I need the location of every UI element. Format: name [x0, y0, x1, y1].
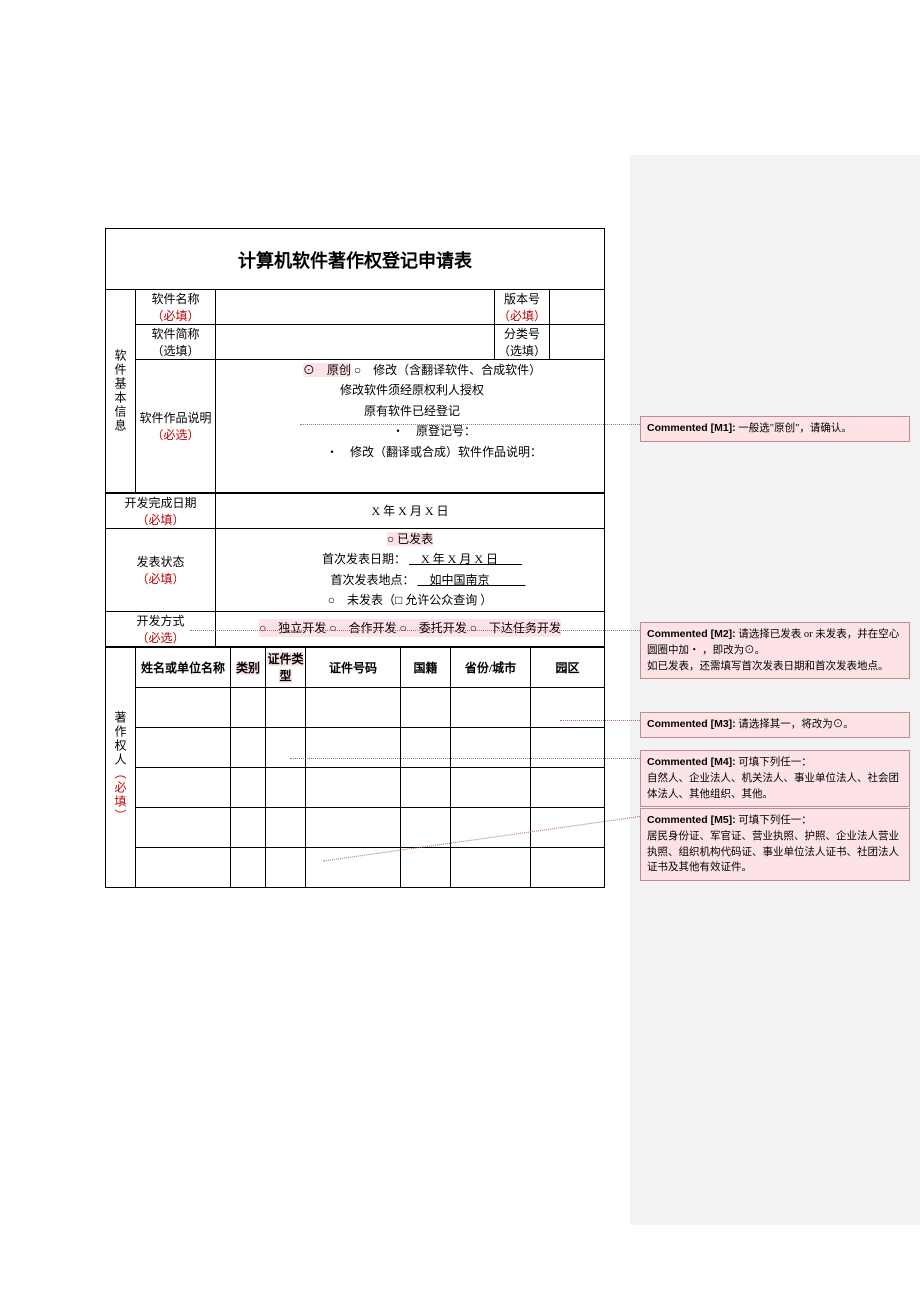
radio-assigned[interactable]: ○ 下达任务开发	[470, 621, 561, 635]
comment-m5: Commented [M5]: 可填下列任一： 居民身份证、军官证、营业执照、护…	[640, 808, 910, 881]
label-software-name: 软件名称 （必填）	[136, 290, 216, 325]
table-row	[106, 847, 605, 887]
form-page: 计算机软件著作权登记申请表 软件基本信息 软件名称 （必填） 版本号 （必填） …	[105, 228, 605, 888]
th-province: 省份/城市	[451, 647, 531, 687]
input-version[interactable]	[550, 290, 605, 325]
connector-m1	[300, 424, 640, 425]
table-row	[106, 687, 605, 727]
connector-m2	[190, 630, 640, 631]
label-software-abbr: 软件简称 （选填）	[136, 325, 216, 360]
radio-commissioned[interactable]: ○ 委托开发	[400, 621, 467, 635]
text-auth-required: 修改软件须经原权利人授权	[220, 380, 604, 400]
th-id-type: 证件类型	[266, 647, 306, 687]
section-copyright-owner: 著作权人（必填） 姓名或单位名称 类别 证件类型 证件号码 国籍 省份/城市 园…	[105, 647, 605, 888]
comment-m3: Commented [M3]: 请选择其一，将改为⊙。	[640, 712, 910, 738]
cell-pub-status: ○ 已发表 首次发表日期： X 年 X 月 X 日 首次发表地点： 如中国南京 …	[216, 528, 605, 611]
radio-published[interactable]: ○ 已发表	[387, 532, 433, 546]
input-software-name[interactable]	[216, 290, 495, 325]
label-pub-status: 发表状态 （必填）	[106, 528, 216, 611]
th-id-no: 证件号码	[306, 647, 401, 687]
radio-unpublished[interactable]: ○ 未发表（□ 允许公众查询 ）	[216, 590, 604, 610]
cell-dev-mode: ○ 独立开发 ○ 合作开发 ○ 委托开发 ○ 下达任务开发	[216, 611, 605, 646]
section-dev-publish: 开发完成日期 （必填） X 年 X 月 X 日 发表状态 （必填） ○ 已发表 …	[105, 493, 605, 647]
label-dev-mode: 开发方式 （必选）	[106, 611, 216, 646]
label-category-no: 分类号 （选填）	[495, 325, 550, 360]
th-name: 姓名或单位名称	[136, 647, 231, 687]
th-park: 园区	[531, 647, 605, 687]
th-nationality: 国籍	[401, 647, 451, 687]
section-basic-info: 软件基本信息 软件名称 （必填） 版本号 （必填） 软件简称 （选填） 分类号 …	[105, 289, 605, 493]
radio-cooperative[interactable]: ○ 合作开发	[329, 621, 396, 635]
connector-m3	[560, 720, 640, 721]
input-first-pub-date[interactable]: X 年 X 月 X 日	[409, 552, 522, 566]
input-first-pub-place[interactable]: 如中国南京	[418, 573, 526, 587]
comments-panel-bg	[630, 155, 920, 1225]
table-row	[106, 727, 605, 767]
cell-work-desc: ⊙ 原创 ○ 修改（含翻译软件、合成软件） 修改软件须经原权利人授权 原有软件已…	[216, 360, 605, 493]
radio-modify[interactable]: ○ 修改（含翻译软件、合成软件）	[354, 363, 541, 377]
label-version: 版本号 （必填）	[495, 290, 550, 325]
label-work-desc: 软件作品说明 （必选）	[136, 360, 216, 493]
comment-m2: Commented [M2]: 请选择已发表 or 未发表，并在空心圆圈中加・ …	[640, 622, 910, 679]
connector-m4	[290, 758, 640, 759]
bullet-modify-desc: ・ 修改（翻译或合成）软件作品说明：	[264, 442, 604, 462]
cell-dev-date[interactable]: X 年 X 月 X 日	[216, 493, 605, 528]
th-category: 类别	[231, 647, 266, 687]
input-software-abbr[interactable]	[216, 325, 495, 360]
page-title: 计算机软件著作权登记申请表	[105, 228, 605, 289]
radio-independent[interactable]: ○ 独立开发	[259, 621, 326, 635]
radio-original[interactable]: ⊙ 原创	[303, 363, 351, 377]
comment-m1: Commented [M1]: 一般选"原创"，请确认。	[640, 416, 910, 442]
table-row	[106, 767, 605, 807]
label-dev-date: 开发完成日期 （必填）	[106, 493, 216, 528]
group-label-owner: 著作权人（必填）	[106, 647, 136, 887]
group-label-basic: 软件基本信息	[106, 290, 136, 493]
text-already-reg: 原有软件已经登记	[220, 401, 604, 421]
input-category-no[interactable]	[550, 325, 605, 360]
comment-m4: Commented [M4]: 可填下列任一： 自然人、企业法人、机关法人、事业…	[640, 750, 910, 807]
table-row	[106, 807, 605, 847]
